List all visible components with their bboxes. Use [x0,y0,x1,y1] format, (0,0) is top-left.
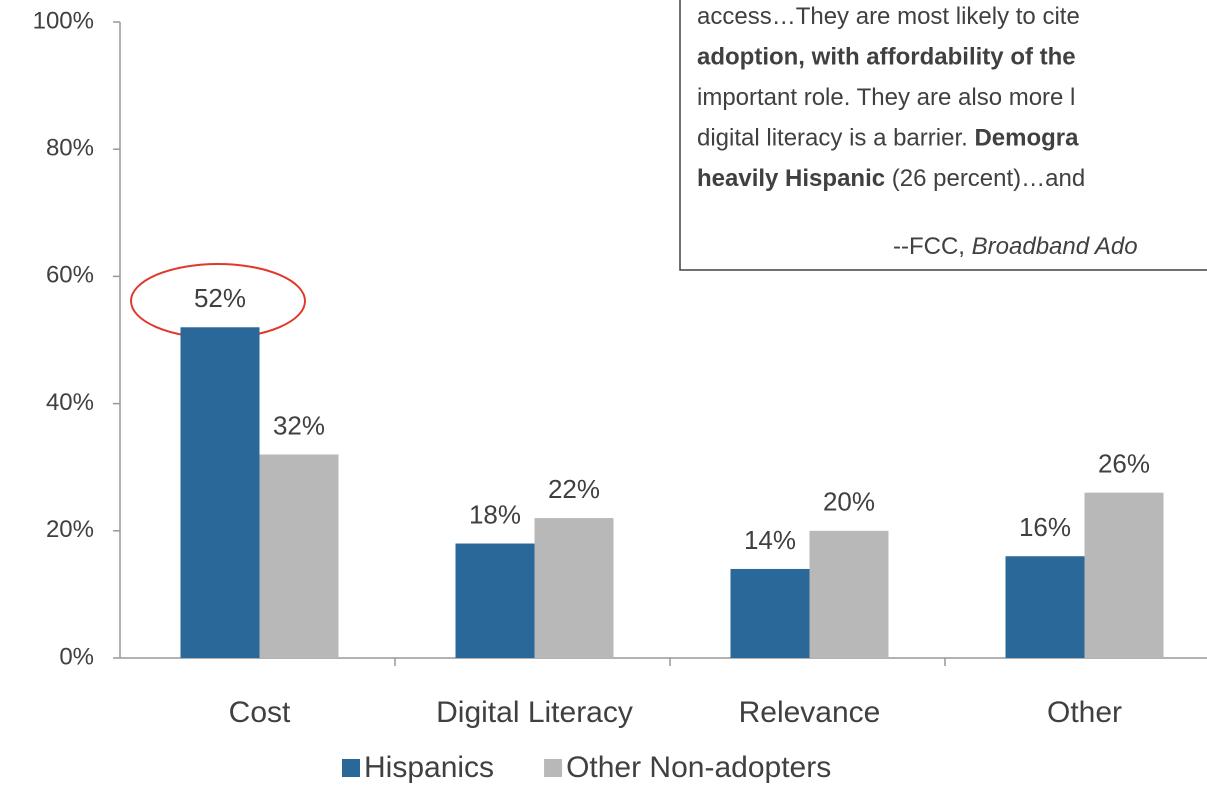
legend-label: Hispanics [364,751,494,784]
x-tick-label: Relevance [739,696,881,729]
legend-swatch [544,759,563,777]
legend-swatch [342,759,360,777]
quote-segment: Demogra [974,125,1079,152]
bar [730,568,810,658]
value-label: 22% [548,474,600,504]
bar [534,518,614,658]
quote-line: digital literacy is a barrier. Demogra [697,125,1079,152]
attribution-segment: --FCC, [893,233,972,260]
bar [809,530,889,658]
quote-line: important role. They are also more l [697,84,1075,111]
legend-label: Other Non-adopters [566,751,831,784]
quote-segment: important role. They are also more l [697,84,1075,111]
bar [1005,556,1085,658]
x-tick-label: Other [1047,696,1122,729]
bar [1084,492,1164,658]
quote-attribution: --FCC, Broadband Ado [893,233,1138,260]
y-tick-label: 100% [33,7,94,34]
x-tick-label: Digital Literacy [436,696,633,729]
quote-segment: access…They are most likely to cite [697,3,1080,30]
quote-line: access…They are most likely to cite [697,3,1080,30]
value-label: 20% [823,487,875,517]
quote-segment: digital literacy is a barrier. [697,125,974,152]
y-tick-label: 0% [59,643,94,670]
quote-line: heavily Hispanic (26 percent)…and [697,165,1085,192]
quote-line: adoption, with affordability of the [697,44,1076,71]
value-label: 16% [1019,512,1071,542]
quote-segment: adoption, with affordability of the [697,44,1076,71]
quote-box [679,0,1207,271]
quote-segment: (26 percent)…and [885,165,1085,192]
value-label: 26% [1098,449,1150,479]
y-tick-label: 80% [46,135,94,162]
y-tick-label: 40% [46,389,94,416]
x-tick-label: Cost [229,696,291,729]
bar [259,454,339,658]
value-label: 32% [273,410,325,440]
bar [455,543,535,658]
value-label: 18% [469,499,521,529]
value-label: 52% [194,283,246,313]
value-label: 14% [744,525,796,555]
bar [180,327,260,658]
y-tick-label: 20% [46,516,94,543]
y-tick-label: 60% [46,262,94,289]
attribution-segment: Broadband Ado [972,233,1138,260]
quote-segment: heavily Hispanic [697,165,885,192]
